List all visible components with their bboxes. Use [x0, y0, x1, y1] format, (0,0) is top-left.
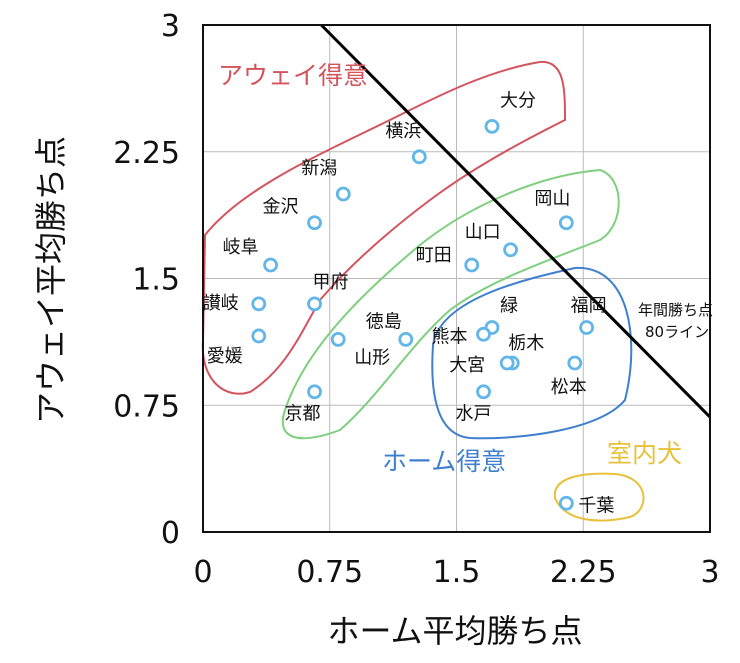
data-point	[307, 384, 322, 400]
point-label: 愛媛	[207, 346, 243, 367]
data-point	[484, 119, 500, 134]
y-tick-label: 3	[161, 9, 180, 44]
point-label: 水戸	[456, 404, 492, 425]
y-tick-label: 0	[161, 516, 180, 551]
data-point	[567, 355, 583, 371]
y-tick-label: 0.75	[113, 389, 180, 424]
point-label: 京都	[285, 404, 321, 425]
data-point	[503, 242, 518, 258]
point-label: 大分	[500, 90, 536, 111]
point-label: 福岡	[571, 296, 607, 317]
point-label: 山口	[465, 222, 501, 243]
data-point	[476, 384, 491, 400]
y-tick-labels: 0 0.75 1.5 2.25 3	[113, 9, 180, 551]
point-label: 町田	[416, 245, 452, 266]
data-point	[411, 149, 427, 165]
region-label-indoor-dog: 室内犬	[607, 439, 682, 468]
green-region-outline	[282, 168, 620, 440]
data-point	[579, 320, 595, 335]
point-label: 栃木	[508, 333, 544, 354]
point-label: 岡山	[534, 189, 570, 210]
data-point	[307, 215, 322, 231]
data-point	[558, 495, 574, 511]
data-point	[251, 328, 267, 344]
point-label: 徳島	[366, 311, 402, 332]
indoor-dog-region-outline	[553, 472, 645, 522]
point-label: 横浜	[385, 121, 421, 142]
x-tick-label: 0	[193, 555, 212, 590]
point-label: 金沢	[263, 197, 299, 218]
y-tick-label: 2.25	[113, 136, 180, 171]
x-tick-label: 1.5	[433, 555, 481, 590]
point-label: 新潟	[301, 158, 337, 179]
point-label: 山形	[354, 347, 390, 368]
data-point	[330, 331, 346, 347]
x-tick-label: 2.25	[550, 555, 617, 590]
point-label: 緑	[500, 296, 518, 317]
ref-line-label-2: 80ライン	[645, 323, 709, 341]
point-label: 熊本	[432, 326, 468, 347]
data-point	[464, 257, 480, 273]
x-tick-labels: 0 0.75 1.5 2.25 3	[193, 555, 719, 590]
y-axis-title: アウェイ平均勝ち点	[32, 136, 70, 424]
point-label: 岐阜	[223, 237, 259, 258]
point-label: 千葉	[578, 495, 614, 516]
y-tick-label: 1.5	[132, 263, 180, 298]
data-point	[558, 215, 574, 231]
away-strong-region-outline	[201, 60, 567, 395]
data-point	[263, 257, 279, 273]
x-tick-label: 0.75	[296, 555, 363, 590]
ref-line-label-1: 年間勝ち点	[638, 301, 713, 319]
home-strong-region-outline	[431, 266, 633, 440]
data-point	[335, 186, 351, 202]
annual-80-points-line	[320, 23, 712, 419]
point-label: 松本	[551, 377, 587, 398]
point-label: 大宮	[449, 355, 485, 376]
data-point	[476, 326, 491, 342]
x-tick-label: 3	[700, 555, 719, 590]
point-label: 讃岐	[203, 293, 239, 314]
data-point	[398, 331, 414, 347]
region-label-away: アウェイ得意	[218, 61, 368, 90]
plot-border	[202, 24, 711, 533]
data-point	[251, 296, 267, 312]
x-axis-title: ホーム平均勝ち点	[327, 612, 582, 650]
data-point	[307, 296, 322, 312]
data-point	[499, 355, 515, 371]
point-label: 甲府	[313, 272, 349, 293]
region-label-home: ホーム得意	[382, 447, 506, 476]
